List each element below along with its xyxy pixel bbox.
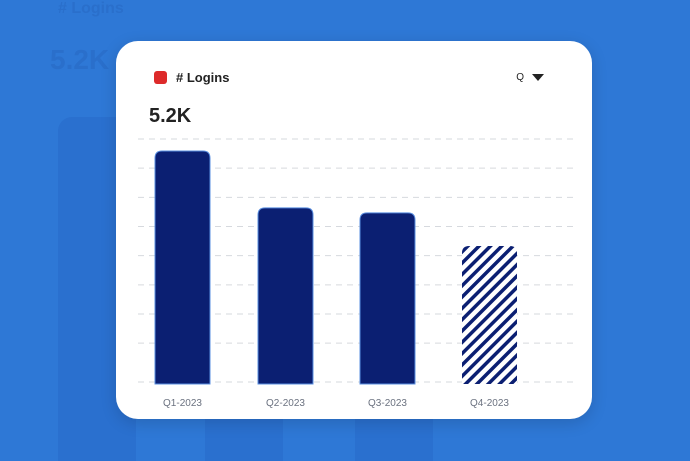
- chevron-down-icon: [532, 74, 544, 81]
- legend-label: # Logins: [176, 70, 230, 85]
- legend-swatch: [154, 71, 167, 84]
- headline-value: 5.2K: [149, 105, 192, 127]
- bar-Q4-2023[interactable]: [462, 245, 517, 384]
- background-legend: # Logins: [58, 0, 124, 17]
- chart-card: # Logins Q 5.2K Q1-2023 Q2-2023 Q3-2023 Q4-…: [116, 41, 592, 419]
- bar-Q1-2023[interactable]: [154, 150, 211, 385]
- bar-Q3-2023[interactable]: [359, 212, 416, 385]
- bar-chart: Q1-2023 Q2-2023 Q3-2023 Q4-2023: [138, 138, 576, 409]
- bar-Q2-2023[interactable]: [257, 207, 314, 385]
- x-tick-label: Q1-2023: [163, 398, 202, 409]
- period-dropdown[interactable]: Q: [516, 72, 544, 83]
- legend: # Logins: [154, 70, 229, 85]
- x-tick-label: Q2-2023: [266, 398, 305, 409]
- x-tick-label: Q3-2023: [368, 398, 407, 409]
- background-headline: 5.2K: [50, 44, 110, 75]
- x-tick-label: Q4-2023: [470, 398, 509, 409]
- period-value: Q: [516, 72, 524, 83]
